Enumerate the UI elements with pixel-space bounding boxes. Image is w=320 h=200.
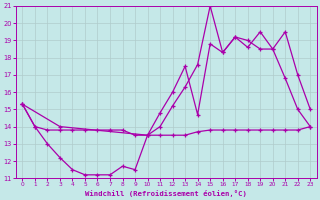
X-axis label: Windchill (Refroidissement éolien,°C): Windchill (Refroidissement éolien,°C) (85, 190, 247, 197)
